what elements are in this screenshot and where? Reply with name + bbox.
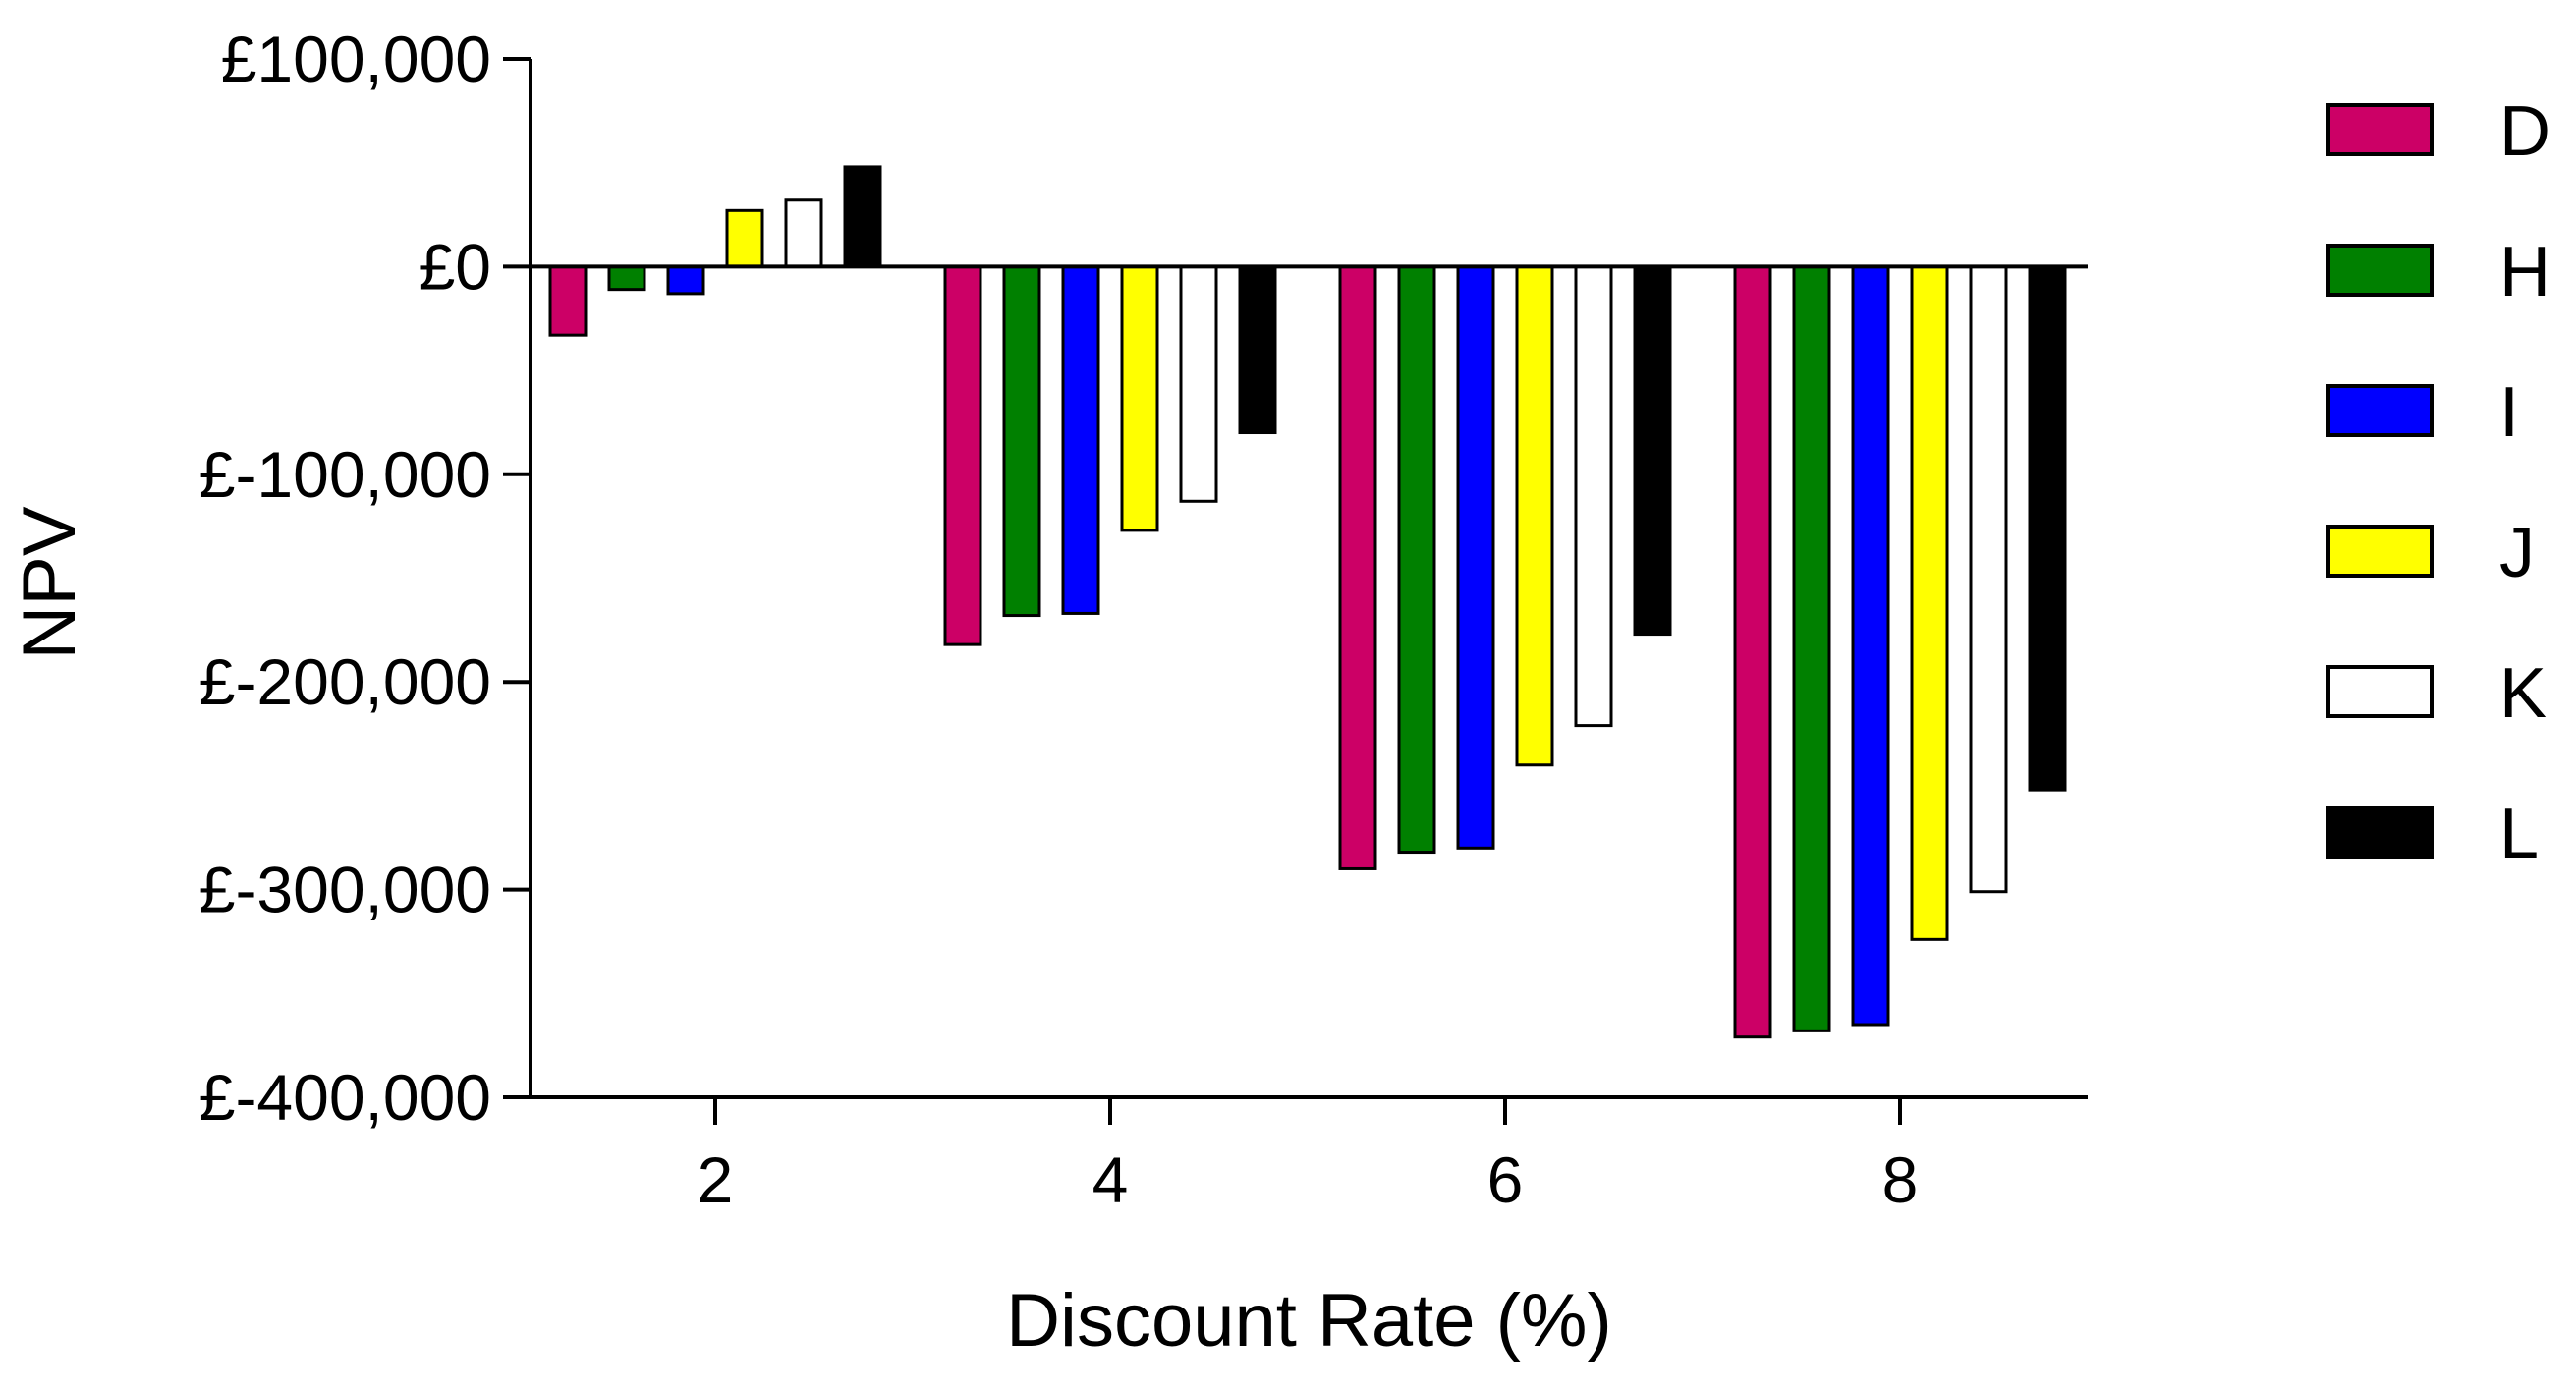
y-tick-label: £0 xyxy=(420,230,491,303)
x-tick-label: 4 xyxy=(1092,1143,1129,1216)
bar-I-4 xyxy=(1061,264,1100,615)
bar-I-2 xyxy=(666,264,705,296)
bar-K-2 xyxy=(784,198,823,268)
y-tick-label: £-200,000 xyxy=(199,645,491,718)
y-tick-label: £-400,000 xyxy=(199,1061,491,1134)
legend-label-K: K xyxy=(2499,654,2547,733)
bar-H-2 xyxy=(607,264,646,292)
bar-H-4 xyxy=(1002,264,1041,618)
bar-D-4 xyxy=(943,264,982,646)
bar-I-6 xyxy=(1456,264,1495,850)
legend-swatch-K xyxy=(2326,665,2434,718)
x-axis-ticks: 2 4 6 8 xyxy=(698,1097,1919,1216)
bar-J-6 xyxy=(1515,264,1554,767)
legend-swatch-J xyxy=(2326,525,2434,578)
y-tick-label: £100,000 xyxy=(221,23,491,95)
bar-J-8 xyxy=(1910,264,1949,941)
legend-label-J: J xyxy=(2499,514,2535,592)
bar-D-2 xyxy=(548,264,588,337)
legend-swatch-D xyxy=(2326,103,2434,156)
x-tick-label: 2 xyxy=(698,1143,734,1216)
bar-J-2 xyxy=(725,208,764,268)
x-tick-label: 8 xyxy=(1882,1143,1919,1216)
bar-K-8 xyxy=(1969,264,2008,894)
y-axis-title: NPV xyxy=(8,506,91,660)
bar-D-6 xyxy=(1338,264,1377,870)
legend-swatch-L xyxy=(2326,806,2434,859)
legend-swatch-I xyxy=(2326,384,2434,437)
legend-label-H: H xyxy=(2499,233,2550,311)
bar-K-6 xyxy=(1574,264,1613,728)
bar-L-8 xyxy=(2028,264,2067,792)
bar-D-8 xyxy=(1733,264,1772,1039)
bar-L-2 xyxy=(843,165,882,268)
legend-label-D: D xyxy=(2499,92,2550,171)
y-tick-label: £-100,000 xyxy=(199,438,491,511)
y-tick-label: £-300,000 xyxy=(199,854,491,926)
bar-H-6 xyxy=(1397,264,1436,855)
legend-swatch-H xyxy=(2326,244,2434,297)
bar-K-4 xyxy=(1179,264,1218,503)
legend-label-I: I xyxy=(2499,373,2519,452)
y-axis-ticks: £100,000 £0 £-100,000 £-200,000 £-300,000 £-4… xyxy=(199,23,531,1134)
bar-I-8 xyxy=(1851,264,1890,1027)
x-tick-label: 6 xyxy=(1487,1143,1524,1216)
bar-L-4 xyxy=(1238,264,1277,435)
legend-label-L: L xyxy=(2499,795,2539,873)
bar-L-6 xyxy=(1633,264,1672,637)
bars-layer xyxy=(548,165,2067,1039)
bar-J-4 xyxy=(1120,264,1159,532)
bar-H-8 xyxy=(1792,264,1831,1032)
x-axis-title: Discount Rate (%) xyxy=(1006,1279,1612,1363)
